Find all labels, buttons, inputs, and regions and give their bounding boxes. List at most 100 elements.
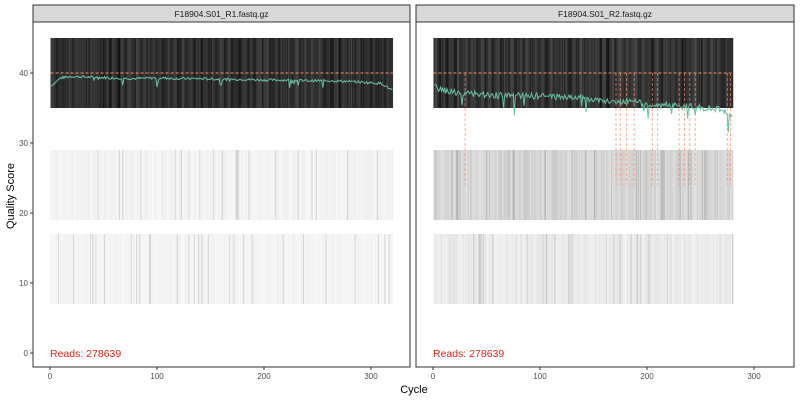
- heatmap-cell: [492, 234, 494, 304]
- heatmap-cell: [316, 150, 319, 220]
- heatmap-cell: [314, 150, 316, 220]
- heatmap-cell: [472, 234, 474, 304]
- heatmap-cell: [280, 150, 282, 220]
- heatmap-cell: [662, 150, 664, 220]
- heatmap-cell: [147, 150, 150, 220]
- heatmap-cell: [138, 150, 140, 220]
- heatmap-cell: [310, 150, 312, 220]
- heatmap-cell: [650, 234, 652, 304]
- heatmap-cell: [497, 150, 499, 220]
- heatmap-cell: [433, 150, 435, 220]
- heatmap-cell: [282, 234, 284, 304]
- heatmap-cell: [120, 234, 122, 304]
- heatmap-cell: [334, 234, 336, 304]
- heatmap-cell: [583, 234, 585, 304]
- heatmap-cell: [458, 150, 460, 220]
- heatmap-cell: [214, 150, 216, 220]
- heatmap-cell: [279, 234, 281, 304]
- heatmap-cell: [313, 150, 315, 220]
- heatmap-cell: [635, 234, 637, 304]
- heatmap-cell: [572, 150, 574, 220]
- heatmap-cell: [477, 234, 479, 304]
- heatmap-cell: [666, 150, 668, 220]
- heatmap-cell: [194, 150, 197, 220]
- heatmap-cell: [451, 234, 453, 304]
- heatmap-cell: [249, 38, 251, 108]
- heatmap-cell: [148, 234, 151, 304]
- heatmap-cell: [611, 38, 613, 108]
- heatmap-cell: [310, 234, 312, 304]
- heatmap-cell: [723, 150, 725, 220]
- heatmap-cell: [377, 234, 380, 304]
- heatmap-cell: [69, 150, 71, 220]
- heatmap-cell: [646, 150, 648, 220]
- heatmap-cell: [664, 234, 666, 304]
- heatmap-cell: [505, 234, 507, 304]
- heatmap-cell: [688, 150, 690, 220]
- heatmap-cell: [631, 234, 633, 304]
- heatmap-cell: [470, 150, 473, 220]
- heatmap-cell: [436, 150, 438, 220]
- heatmap-cell: [92, 150, 94, 220]
- heatmap-cell: [661, 150, 663, 220]
- heatmap-cell: [193, 234, 196, 304]
- heatmap-cell: [454, 234, 457, 304]
- heatmap-cell: [707, 150, 709, 220]
- heatmap-cell: [520, 234, 522, 304]
- heatmap-cell: [446, 38, 448, 108]
- heatmap-cell: [214, 234, 216, 304]
- heatmap-cell: [597, 234, 599, 304]
- heatmap-cell: [462, 150, 464, 220]
- heatmap-cell: [276, 150, 278, 220]
- heatmap-cell: [338, 234, 340, 304]
- heatmap-cell: [218, 150, 220, 220]
- heatmap-cell: [487, 150, 489, 220]
- heatmap-cell: [703, 234, 705, 304]
- heatmap-cell: [222, 150, 224, 220]
- heatmap-cell: [314, 234, 316, 304]
- heatmap-cell: [537, 234, 539, 304]
- heatmap-cell: [521, 150, 523, 220]
- heatmap-cell: [71, 234, 74, 304]
- heatmap-cell: [629, 150, 631, 220]
- heatmap-cell: [643, 234, 645, 304]
- heatmap-cell: [725, 150, 727, 220]
- heatmap-cell: [217, 150, 219, 220]
- heatmap-cell: [377, 150, 380, 220]
- heatmap-cell: [291, 234, 293, 304]
- heatmap-cell: [652, 150, 655, 220]
- heatmap-cell: [174, 150, 176, 220]
- heatmap-cell: [514, 150, 517, 220]
- heatmap-cell: [484, 234, 487, 304]
- x-tick-label: 100: [150, 372, 164, 381]
- heatmap-cell: [474, 150, 476, 220]
- heatmap-cell: [236, 234, 238, 304]
- heatmap-cell: [266, 150, 268, 220]
- heatmap-cell: [548, 234, 550, 304]
- heatmap-cell: [439, 234, 442, 304]
- heatmap-cell: [308, 38, 310, 108]
- heatmap-cell: [626, 234, 628, 304]
- heatmap-cell: [680, 150, 682, 220]
- heatmap-cell: [184, 234, 186, 304]
- heatmap-cell: [672, 234, 674, 304]
- heatmap-cell: [649, 150, 651, 220]
- heatmap-cell: [717, 234, 719, 304]
- heatmap-cell: [477, 150, 479, 220]
- heatmap-cell: [333, 150, 335, 220]
- heatmap-cell: [54, 150, 56, 220]
- heatmap-cell: [566, 234, 568, 304]
- heatmap-cell: [473, 234, 475, 304]
- heatmap-cell: [531, 38, 534, 108]
- heatmap-cell: [467, 234, 469, 304]
- heatmap-cell: [358, 38, 360, 108]
- heatmap-cell: [268, 150, 270, 220]
- heatmap-cell: [462, 38, 464, 108]
- heatmap-cell: [714, 234, 717, 304]
- heatmap-cell: [74, 38, 76, 108]
- heatmap-cell: [362, 150, 365, 220]
- heatmap-cell: [511, 234, 513, 304]
- heatmap-cell: [361, 234, 364, 304]
- heatmap-cell: [676, 38, 678, 108]
- heatmap-cell: [594, 150, 596, 220]
